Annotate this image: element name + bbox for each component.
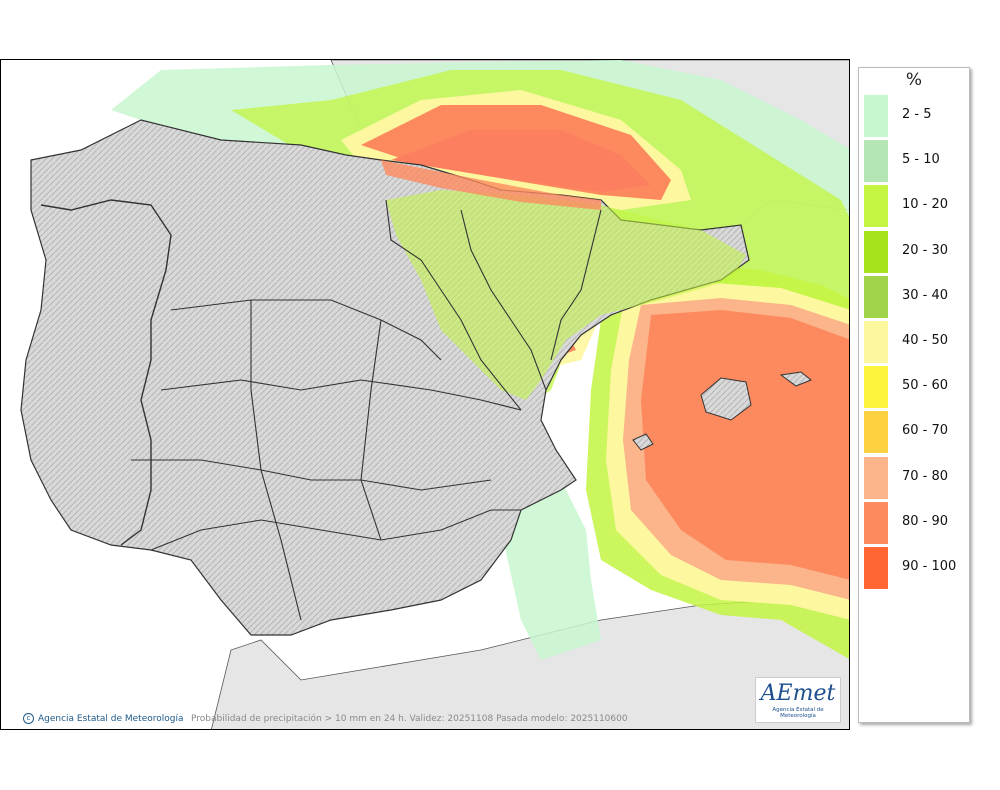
northeast-overlay bbox=[386, 190, 746, 400]
legend-label: 10 - 20 bbox=[902, 197, 949, 213]
legend-swatch bbox=[864, 95, 888, 137]
legend-row: 30 - 40 bbox=[864, 275, 969, 318]
agency-credit-text: Agencia Estatal de Meteorología bbox=[38, 713, 184, 724]
legend-row: 10 - 20 bbox=[864, 185, 969, 228]
legend-label: 40 - 50 bbox=[902, 333, 949, 348]
agency-credit: c Agencia Estatal de Meteorología bbox=[23, 713, 184, 724]
legend-row: 5 - 10 bbox=[864, 140, 969, 183]
legend-swatch bbox=[864, 275, 888, 318]
legend-label: 80 - 90 bbox=[902, 513, 949, 529]
legend-row: 90 - 100 bbox=[864, 547, 969, 589]
legend-row: 50 - 60 bbox=[864, 366, 969, 409]
aemet-logo: AEmet Agencia Estatal de Meteorología bbox=[755, 677, 841, 723]
legend-row: 2 - 5 bbox=[864, 95, 969, 137]
portugal-border bbox=[40, 199, 172, 546]
map-caption: Probabilidad de precipitación > 10 mm en… bbox=[191, 714, 628, 724]
legend-row: 20 - 30 bbox=[864, 230, 969, 273]
legend-swatch bbox=[864, 230, 888, 273]
legend-label: 20 - 30 bbox=[902, 242, 949, 258]
legend-label: 2 - 5 bbox=[902, 107, 932, 122]
legend-label: 90 - 100 bbox=[902, 559, 957, 574]
pyrenees-overlay bbox=[381, 160, 601, 210]
legend-swatch bbox=[864, 411, 888, 454]
legend-label: 50 - 60 bbox=[902, 378, 949, 394]
mallorca bbox=[700, 377, 752, 421]
legend-swatch bbox=[864, 456, 888, 499]
menorca bbox=[779, 371, 812, 387]
legend-row: 80 - 90 bbox=[864, 501, 969, 544]
copyright-icon: c bbox=[23, 713, 34, 724]
legend-label: 70 - 80 bbox=[902, 468, 949, 484]
legend-swatch bbox=[864, 140, 888, 183]
legend-row: 60 - 70 bbox=[864, 411, 969, 454]
legend-row: 70 - 80 bbox=[864, 456, 969, 499]
ibiza bbox=[632, 433, 654, 451]
map-canvas bbox=[1, 60, 849, 729]
legend-label: 30 - 40 bbox=[902, 287, 949, 303]
legend-swatch bbox=[864, 547, 888, 589]
legend-unit: % bbox=[905, 70, 923, 90]
legend-swatch bbox=[864, 321, 888, 363]
legend-swatch bbox=[864, 185, 888, 228]
legend-label: 5 - 10 bbox=[902, 152, 940, 168]
aemet-logo-subtitle: Agencia Estatal de Meteorología bbox=[772, 707, 824, 719]
legend-swatch bbox=[864, 366, 888, 409]
legend-label: 60 - 70 bbox=[902, 423, 949, 439]
aemet-logo-text: AEmet bbox=[760, 681, 836, 706]
probability-legend: % 2 - 5 5 - 10 10 - 20 20 - 30 30 - 40 40 - 5… bbox=[858, 67, 970, 723]
region-borders bbox=[131, 199, 602, 621]
legend-swatch bbox=[864, 501, 888, 544]
legend-row: 40 - 50 bbox=[864, 321, 969, 363]
precipitation-probability-map: c Agencia Estatal de Meteorología Probab… bbox=[0, 59, 850, 730]
